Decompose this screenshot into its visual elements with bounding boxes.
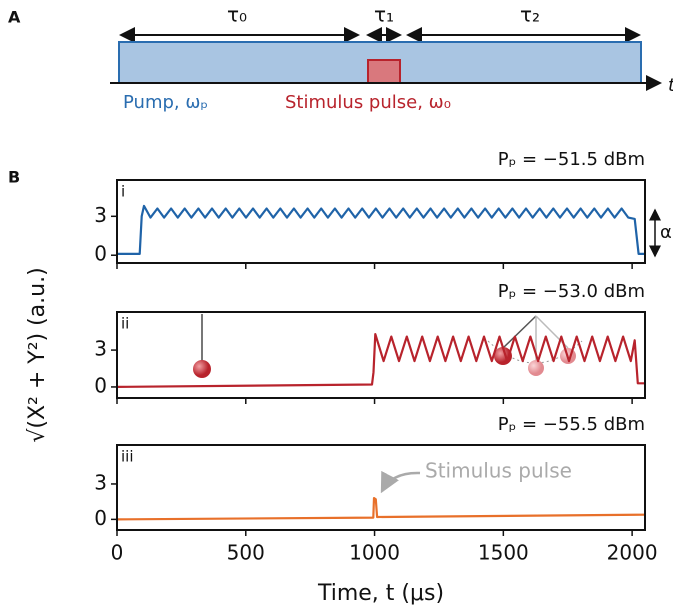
plot-frame: [116, 311, 646, 399]
trace: [117, 204, 645, 255]
x-axis-label: Time, t (μs): [317, 581, 444, 606]
subpanel-label: iii: [121, 448, 134, 466]
trace: [116, 333, 645, 388]
panel-title: Pₚ = −53.0 dBm: [498, 281, 645, 302]
y-axis-label: √(X² + Y²) (a.u.): [25, 267, 50, 442]
panel-title: Pₚ = −55.5 dBm: [498, 414, 645, 435]
tau-label: τ₁: [374, 3, 394, 27]
alpha-label: α: [660, 222, 672, 243]
subpanel-label: i: [121, 183, 125, 201]
panel-label: B: [8, 168, 20, 187]
pump-label: Pump, ωₚ: [123, 92, 208, 113]
panel-label: A: [8, 8, 21, 27]
x-tick-label: 0: [111, 541, 124, 565]
y-tick-label: 0: [94, 506, 107, 530]
subpanel-label: ii: [121, 315, 129, 333]
plot-frame: [116, 179, 646, 264]
tau-label: τ₀: [227, 3, 247, 27]
time-label: t: [668, 75, 673, 96]
x-tick-label: 1000: [349, 541, 400, 565]
stimulus-block: [367, 59, 401, 84]
y-tick-label: 0: [94, 373, 107, 397]
panel-title: Pₚ = −51.5 dBm: [498, 149, 645, 170]
x-tick-label: 1500: [478, 541, 529, 565]
x-tick-label: 2000: [607, 541, 658, 565]
tau-label: τ₂: [520, 3, 540, 27]
annotation-arrow: [380, 470, 421, 494]
y-tick-label: 3: [94, 470, 107, 494]
x-tick-label: 500: [227, 541, 265, 565]
annotation: Stimulus pulse: [425, 459, 572, 483]
plot-frame: [116, 444, 646, 531]
trace: [116, 497, 646, 521]
y-tick-label: 3: [94, 203, 107, 227]
stimulus-label: Stimulus pulse, ω₀: [285, 92, 451, 113]
y-tick-label: 3: [94, 337, 107, 361]
y-tick-label: 0: [94, 242, 107, 266]
